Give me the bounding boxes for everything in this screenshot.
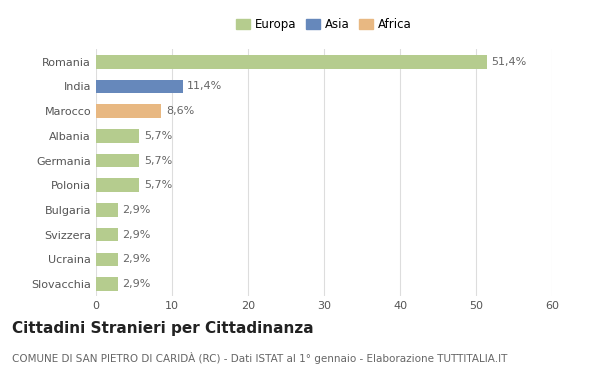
Bar [96,179,139,192]
Text: 5,7%: 5,7% [144,131,172,141]
Text: 5,7%: 5,7% [144,180,172,190]
Text: 2,9%: 2,9% [122,279,151,289]
Text: 2,9%: 2,9% [122,230,151,240]
Bar [96,228,118,241]
Text: 11,4%: 11,4% [187,81,223,92]
Text: 2,9%: 2,9% [122,254,151,264]
Bar [96,154,139,167]
Bar [96,129,139,142]
Text: 8,6%: 8,6% [166,106,194,116]
Bar [96,80,182,93]
Text: 5,7%: 5,7% [144,155,172,166]
Text: Cittadini Stranieri per Cittadinanza: Cittadini Stranieri per Cittadinanza [12,321,314,336]
Bar [96,203,118,217]
Legend: Europa, Asia, Africa: Europa, Asia, Africa [234,16,414,33]
Text: 51,4%: 51,4% [491,57,526,67]
Bar [96,253,118,266]
Text: COMUNE DI SAN PIETRO DI CARIDÀ (RC) - Dati ISTAT al 1° gennaio - Elaborazione TU: COMUNE DI SAN PIETRO DI CARIDÀ (RC) - Da… [12,352,508,364]
Bar [96,277,118,291]
Text: 2,9%: 2,9% [122,205,151,215]
Bar [96,55,487,68]
Bar [96,105,161,118]
